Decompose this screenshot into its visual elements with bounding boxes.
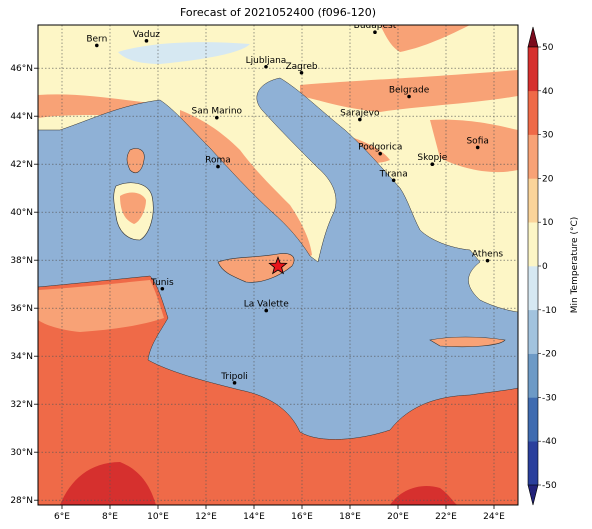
city-label: Podgorica: [358, 143, 402, 153]
y-tick-label: 36°N: [10, 304, 33, 314]
crete-land: [429, 336, 506, 348]
star-marker: [268, 256, 288, 275]
colorbar-tick-label: -40: [542, 437, 557, 447]
colorbar-label: Min Temperature (°C): [570, 217, 580, 314]
city-dot: [215, 115, 219, 120]
colorbar-segment: [528, 90, 538, 135]
city-dot: [160, 286, 165, 291]
x-tick-label: 6°E: [54, 512, 70, 522]
x-tick-label: 20°E: [387, 512, 409, 522]
colorbar-tick-label: -30: [542, 393, 557, 403]
city-dot: [299, 70, 304, 75]
city-label: Zagreb: [285, 62, 317, 72]
city-label: Tripoli: [220, 372, 248, 382]
colorbar-segment: [528, 353, 538, 398]
city-label: Sofia: [466, 136, 488, 146]
colorbar-segment: [528, 441, 538, 486]
y-tick-label: 40°N: [10, 208, 33, 218]
city-dot: [378, 151, 383, 156]
alpine-cold-band: [118, 42, 250, 64]
tunisia-lighter: [38, 280, 164, 332]
colorbar-extend-min: [527, 484, 539, 506]
colorbar-segment: [528, 134, 538, 179]
map-frame: [37, 24, 519, 506]
city-dot: [358, 117, 362, 122]
city-dot: [264, 64, 268, 69]
colorbar-tick-label: 30: [542, 131, 554, 141]
colorbar-tick-label: 20: [542, 174, 554, 184]
colorbar-tick-label: -50: [542, 481, 557, 491]
colorbar-tick-label: 40: [542, 87, 554, 97]
city-label: San Marino: [192, 107, 243, 117]
city-label: Sarajevo: [340, 109, 380, 119]
colorbar-tick-label: 50: [542, 43, 554, 53]
corsica-land: [126, 148, 145, 173]
y-tick-label: 34°N: [10, 352, 33, 362]
city-label: Tunis: [150, 278, 174, 288]
city-dot: [485, 258, 490, 263]
city-label: Bern: [86, 34, 107, 44]
y-tick-label: 32°N: [10, 400, 33, 410]
city-label: Athens: [472, 250, 503, 260]
city-dot: [95, 43, 99, 48]
x-tick-label: 14°E: [243, 512, 265, 522]
city-label: Skopje: [417, 153, 447, 163]
city-label: Roma: [205, 156, 231, 166]
y-tick-label: 30°N: [10, 448, 33, 458]
city-dot: [264, 308, 269, 313]
graticule: [38, 25, 518, 505]
city-dot: [475, 145, 480, 150]
city-dot: [407, 94, 411, 99]
colorbar-tick-label: 10: [542, 218, 554, 228]
city-label: La Valette: [244, 300, 289, 310]
colorbar: -50 -40 -30 -20 -10 0 10 20 30 40 50: [527, 26, 557, 506]
city-dot: [232, 381, 237, 385]
colorbar-segment: [528, 222, 538, 267]
sardinia-warm: [120, 192, 146, 224]
x-tick-label: 22°E: [435, 512, 457, 522]
colorbar-tick-label: -10: [542, 306, 557, 316]
x-tick-label: 24°E: [483, 512, 505, 522]
temp-band-20-north: [38, 25, 518, 173]
y-tick-label: 42°N: [10, 160, 33, 170]
colorbar-tick-label: 0: [542, 262, 548, 272]
city-dot: [144, 39, 149, 43]
y-tick-label: 38°N: [10, 256, 33, 266]
colorbar-segment: [528, 309, 538, 354]
city-label: Ljubljana: [246, 56, 287, 66]
city-label: Budapest: [354, 21, 397, 31]
x-tick-label: 8°E: [102, 512, 118, 522]
city-label: Belgrade: [389, 86, 430, 96]
x-tick-label: 12°E: [195, 512, 217, 522]
city-label: Tirana: [379, 169, 408, 179]
colorbar-tick-label: -20: [542, 350, 557, 360]
city-dot: [373, 30, 377, 34]
x-tick-label: 10°E: [147, 512, 169, 522]
colorbar-segment: [528, 266, 538, 311]
y-tick-label: 44°N: [10, 112, 33, 122]
colorbar-segment: [528, 47, 538, 92]
x-tick-label: 18°E: [339, 512, 361, 522]
longitude-ticks: 6°E 8°E 10°E 12°E 14°E 16°E 18°E 20°E 22°E 24°E: [54, 505, 505, 522]
y-tick-label: 46°N: [10, 64, 33, 74]
city-dot: [216, 164, 220, 169]
map-title: Forecast of 2021052400 (f096-120): [179, 6, 377, 19]
x-tick-label: 16°E: [291, 512, 313, 522]
colorbar-segment: [528, 397, 538, 442]
sahara-hot-patch: [60, 462, 458, 505]
city-dot: [430, 162, 435, 166]
y-tick-label: 28°N: [10, 496, 33, 506]
city-dot: [391, 178, 396, 183]
sicily-land: [217, 253, 295, 283]
latitude-ticks: 28°N 30°N 32°N 34°N 36°N 38°N 40°N 42°N 44°N 46°N: [10, 64, 38, 506]
colorbar-extend-max: [527, 26, 539, 48]
city-label: Vaduz: [133, 30, 160, 40]
colorbar-segment: [528, 178, 538, 223]
